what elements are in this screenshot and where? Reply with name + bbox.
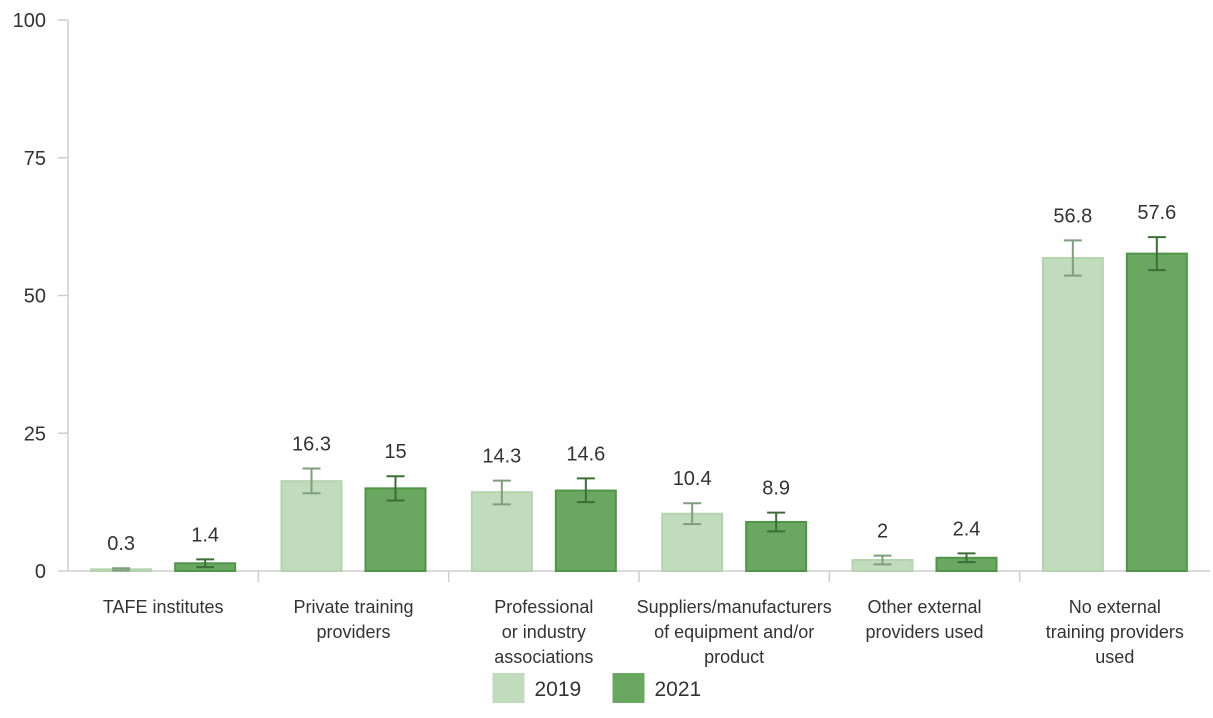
x-category-label-line: used: [1095, 647, 1134, 667]
x-category-label: TAFE institutes: [103, 597, 224, 617]
data-label-2019: 56.8: [1053, 205, 1092, 227]
y-tick-label: 25: [24, 423, 46, 445]
x-category-label-line: Professional: [494, 597, 593, 617]
x-category-label-line: TAFE institutes: [103, 597, 224, 617]
bars: 0.3 16.3 14.3 10.4 2 56.8 1.4 15 14.6 8.9 2.4 57.6: [90, 202, 1188, 573]
legend: 2019 2021: [492, 673, 702, 703]
bar-2019: [1041, 257, 1104, 572]
data-label-2021: 2.4: [953, 518, 981, 540]
x-category-label: Private training providers: [293, 597, 413, 642]
x-category-label-line: Other external: [867, 597, 981, 617]
bar-2019: [470, 491, 533, 572]
data-label-2019: 0.3: [107, 533, 135, 555]
data-label-2019: 16.3: [292, 434, 331, 456]
data-label-2021: 1.4: [191, 524, 219, 546]
x-category-label-line: or industry: [502, 622, 586, 642]
x-category-label: Other external providers used: [865, 597, 983, 642]
bar-2021: [1125, 252, 1188, 572]
legend-swatch-2021: [612, 673, 645, 703]
x-category-label-line: product: [704, 647, 764, 667]
y-tick-label: 75: [24, 148, 46, 170]
bar-2021: [364, 487, 427, 573]
y-tick-label: 0: [35, 561, 46, 583]
data-label-2021: 57.6: [1137, 202, 1176, 224]
x-category-label: Professional or industry associations: [494, 597, 593, 667]
bar-2019: [280, 480, 343, 573]
x-category-label: Suppliers/manufacturers of equipment and/…: [637, 597, 832, 667]
x-category-label-line: of equipment and/or: [654, 622, 814, 642]
legend-label-2021: 2021: [655, 678, 702, 701]
x-category-label: No external training providers used: [1046, 597, 1184, 667]
data-label-2021: 15: [384, 441, 406, 463]
x-category-label-line: providers: [316, 622, 390, 642]
axes: 0 25 50 75 100 TAFE institutes Private trainin…: [13, 10, 1210, 667]
data-label-2019: 10.4: [673, 468, 712, 490]
data-label-2019: 2: [877, 521, 888, 543]
data-label-2021: 8.9: [762, 478, 790, 500]
x-category-label-line: training providers: [1046, 622, 1184, 642]
x-category-label-line: associations: [494, 647, 593, 667]
y-tick-label: 50: [24, 286, 46, 308]
x-category-label-line: Private training: [293, 597, 413, 617]
data-label-2019: 14.3: [482, 446, 521, 468]
legend-label-2019: 2019: [535, 678, 582, 701]
data-label-2021: 14.6: [566, 443, 605, 465]
x-category-label-line: Suppliers/manufacturers: [637, 597, 832, 617]
x-category-label-line: providers used: [865, 622, 983, 642]
x-category-label-line: No external: [1069, 597, 1161, 617]
y-tick-label: 100: [13, 10, 46, 32]
bar-2021: [554, 489, 617, 572]
legend-swatch-2019: [492, 673, 525, 703]
